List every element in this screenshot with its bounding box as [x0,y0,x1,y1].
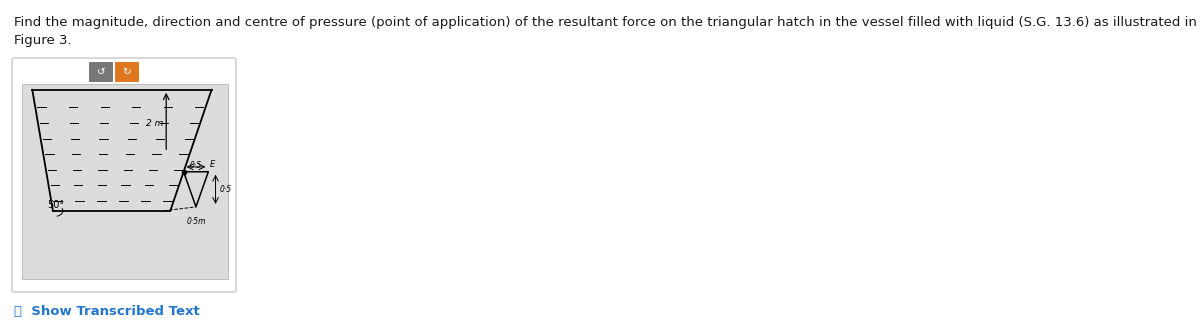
Text: 0·5m: 0·5m [186,217,205,225]
Text: 2 m: 2 m [145,119,163,128]
Text: ⓘ  Show Transcribed Text: ⓘ Show Transcribed Text [14,305,199,318]
Text: 0·5: 0·5 [220,185,232,194]
Bar [22,84,228,279]
Text: Find the magnitude, direction and centre of pressure (point of application) of t: Find the magnitude, direction and centre… [14,16,1196,29]
FancyBboxPatch shape [115,62,139,82]
FancyBboxPatch shape [89,62,113,82]
Text: 50°: 50° [47,200,64,210]
Text: Figure 3.: Figure 3. [14,34,72,47]
Text: ↻: ↻ [122,67,131,77]
Text: E: E [209,160,215,169]
Text: 0·5: 0·5 [190,161,202,170]
Text: ↺: ↺ [97,67,106,77]
FancyBboxPatch shape [12,58,236,292]
